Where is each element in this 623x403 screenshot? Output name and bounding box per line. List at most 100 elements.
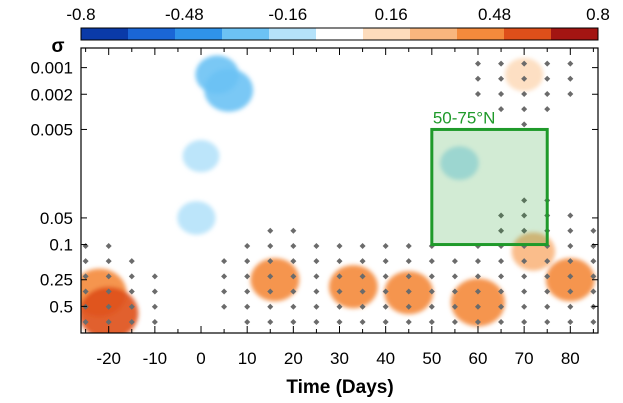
stipple-marker xyxy=(105,258,112,265)
stipple-marker xyxy=(498,288,505,295)
stipple-marker xyxy=(221,288,228,295)
stipple-marker xyxy=(567,318,574,325)
stipple-marker xyxy=(105,273,112,280)
x-tick-label: 70 xyxy=(515,349,534,368)
colorbar-segment xyxy=(222,28,270,40)
colorbar-tick-label: 0.8 xyxy=(586,5,610,24)
stipple-marker xyxy=(128,288,135,295)
stipple-marker xyxy=(590,227,597,234)
stipple-marker xyxy=(567,60,574,67)
anomaly-blob xyxy=(504,57,544,92)
stipple-marker xyxy=(359,288,366,295)
stipple-marker xyxy=(267,227,274,234)
y-tick-label: 0.005 xyxy=(30,120,73,139)
region-label: 50-75°N xyxy=(433,108,496,127)
colorbar xyxy=(80,27,599,41)
stipple-marker xyxy=(313,242,320,249)
stipple-marker xyxy=(474,273,481,280)
stipple-marker xyxy=(428,258,435,265)
x-tick-label: 50 xyxy=(422,349,441,368)
stipple-marker xyxy=(590,288,597,295)
stipple-marker xyxy=(313,303,320,310)
stipple-marker xyxy=(428,273,435,280)
stipple-marker xyxy=(567,303,574,310)
stipple-marker xyxy=(290,318,297,325)
colorbar-segment xyxy=(269,28,317,40)
colorbar-segment xyxy=(410,28,458,40)
stipple-marker xyxy=(128,273,135,280)
stipple-marker xyxy=(82,288,89,295)
stipple-marker xyxy=(521,212,528,219)
stipple-marker xyxy=(521,227,528,234)
stipple-marker xyxy=(451,303,458,310)
colorbar-frame xyxy=(80,27,599,41)
stipple-marker xyxy=(521,106,528,113)
stipple-marker xyxy=(313,258,320,265)
stipple-marker xyxy=(428,288,435,295)
stipple-marker xyxy=(567,227,574,234)
stipple-marker xyxy=(521,90,528,97)
region-box-group: 50-75°N xyxy=(430,108,549,247)
stipple-marker xyxy=(267,258,274,265)
stipple-marker xyxy=(82,273,89,280)
stipple-marker xyxy=(290,303,297,310)
stipple-marker xyxy=(474,90,481,97)
stipple-marker xyxy=(544,303,551,310)
x-tick-label: 20 xyxy=(284,349,303,368)
stipple-marker xyxy=(290,288,297,295)
stipple-marker xyxy=(336,258,343,265)
stipple-marker xyxy=(474,60,481,67)
stipple-marker xyxy=(451,318,458,325)
stipple-marker xyxy=(498,258,505,265)
stipple-marker xyxy=(359,318,366,325)
colorbar-tick-label: -0.8 xyxy=(66,5,95,24)
stipple-marker xyxy=(567,273,574,280)
stipple-marker xyxy=(544,273,551,280)
y-tick-label: 0.001 xyxy=(30,59,73,78)
stipple-marker xyxy=(521,60,528,67)
stipple-marker xyxy=(544,90,551,97)
colorbar-tick-labels: -0.8 -0.48 -0.16 0.16 0.48 0.8 xyxy=(66,5,609,24)
stipple-marker xyxy=(82,318,89,325)
colorbar-segment xyxy=(128,28,176,40)
stipple-marker xyxy=(521,273,528,280)
stipple-marker xyxy=(382,318,389,325)
stipple-marker xyxy=(590,258,597,265)
colorbar-tick-label: -0.16 xyxy=(268,5,307,24)
stipple-marker xyxy=(221,303,228,310)
y-tick-label: 0.002 xyxy=(30,85,73,104)
stipple-marker xyxy=(544,75,551,82)
stipple-marker xyxy=(498,303,505,310)
stipple-marker xyxy=(521,121,528,128)
stipple-marker xyxy=(451,258,458,265)
x-tick-label: -20 xyxy=(96,349,121,368)
stipple-marker xyxy=(267,242,274,249)
stipple-marker xyxy=(128,303,135,310)
stipple-marker xyxy=(544,288,551,295)
stipple-marker xyxy=(105,288,112,295)
colorbar-segment xyxy=(316,28,364,40)
colorbar-segment xyxy=(457,28,505,40)
stipple-marker xyxy=(474,318,481,325)
stipple-marker xyxy=(290,258,297,265)
stipple-marker xyxy=(151,303,158,310)
stipple-marker xyxy=(521,258,528,265)
stipple-marker xyxy=(567,258,574,265)
stipple-marker xyxy=(405,242,412,249)
stipple-marker xyxy=(498,106,505,113)
stipple-marker xyxy=(428,303,435,310)
stipple-marker xyxy=(244,288,251,295)
stipple-marker xyxy=(267,273,274,280)
stipple-marker xyxy=(567,90,574,97)
stipple-marker xyxy=(313,273,320,280)
stipple-marker xyxy=(567,288,574,295)
stipple-marker xyxy=(244,303,251,310)
stipple-marker xyxy=(290,227,297,234)
stipple-marker xyxy=(336,288,343,295)
stipple-marker xyxy=(382,258,389,265)
stipple-marker xyxy=(105,318,112,325)
y-tick-label: 0.1 xyxy=(49,236,73,255)
stipple-marker xyxy=(544,318,551,325)
stipple-marker xyxy=(382,303,389,310)
stipple-marker xyxy=(382,288,389,295)
